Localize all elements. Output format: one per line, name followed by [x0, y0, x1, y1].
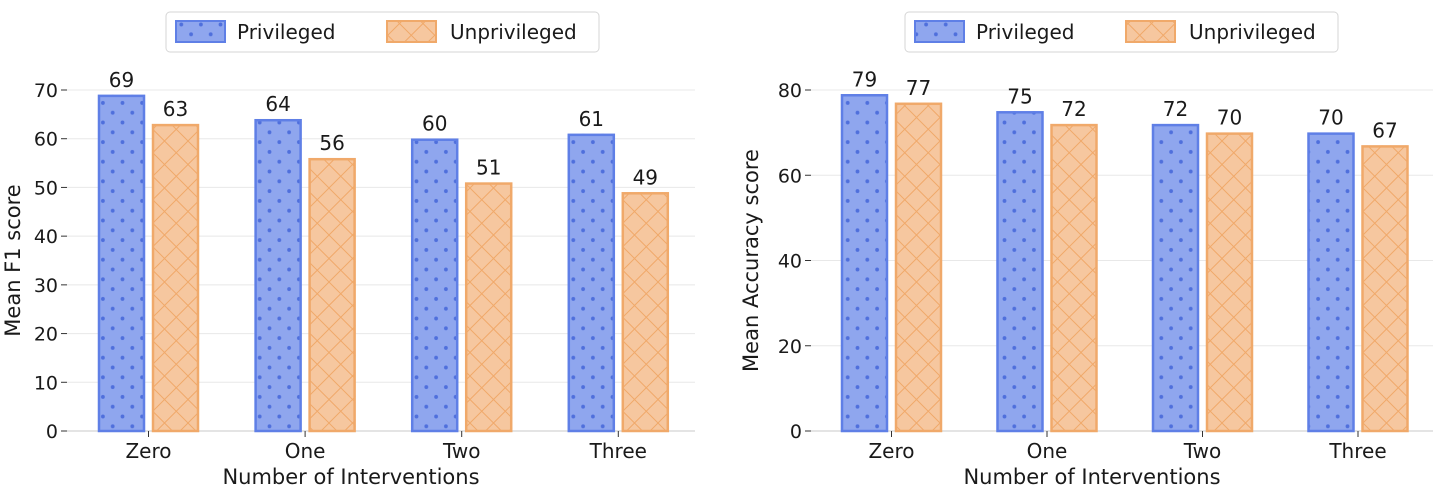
bar-outline — [894, 102, 943, 433]
bar-outline — [1361, 145, 1409, 433]
legend-frame — [165, 11, 600, 53]
x-tick-label: Three — [1328, 439, 1386, 463]
y-tick-label: 40 — [778, 251, 802, 273]
bar-outline — [464, 182, 513, 433]
y-tick-label: 0 — [46, 421, 58, 443]
legend: Privileged Unprivileged — [904, 11, 1339, 53]
x-tick-label: Two — [442, 439, 481, 463]
bar-pattern — [567, 133, 615, 432]
legend-swatch-pattern — [386, 20, 437, 43]
x-axis-label: Number of Interventions — [222, 465, 479, 489]
data-label: 77 — [906, 76, 931, 100]
bar-pattern — [841, 94, 888, 431]
legend: Privileged Unprivileged — [165, 11, 600, 53]
legend-label-privileged: Privileged — [976, 20, 1074, 44]
bar-pattern — [254, 119, 302, 431]
data-label: 72 — [1061, 97, 1086, 121]
bar-outline — [1151, 123, 1200, 433]
bar-pattern — [996, 111, 1044, 431]
data-label: 60 — [422, 112, 447, 136]
bar-outline — [308, 157, 356, 433]
bar-outline — [254, 118, 302, 433]
bar-outline — [1050, 123, 1098, 433]
bar-pattern — [1206, 132, 1253, 431]
y-tick-label: 20 — [34, 324, 58, 346]
y-axis-label: Mean Accuracy score — [739, 149, 763, 372]
y-tick-label: 20 — [778, 336, 802, 358]
bar-outline — [1307, 132, 1355, 433]
data-label: 75 — [1007, 84, 1032, 108]
data-label: 72 — [1163, 97, 1188, 121]
legend-swatch-pattern — [175, 20, 226, 43]
bar-pattern — [152, 124, 199, 431]
y-tick-label: 60 — [778, 165, 802, 187]
bar-outline — [151, 123, 200, 433]
chart-panel-2: 0 20 40 60 80 79 77 Zero 75 72 One 72 70 Two 70 67 Three… — [739, 11, 1433, 489]
y-tick-label: 10 — [34, 372, 58, 394]
legend-swatch-pattern — [1125, 20, 1176, 43]
data-label: 67 — [1372, 118, 1397, 142]
bar-pattern — [1361, 145, 1409, 431]
legend-label-privileged: Privileged — [237, 20, 335, 44]
bar-outline — [621, 192, 670, 433]
x-tick-label: One — [1027, 439, 1068, 463]
x-tick-label: Three — [589, 439, 647, 463]
y-tick-label: 70 — [34, 80, 58, 102]
data-label: 49 — [633, 165, 658, 189]
bar-pattern — [465, 182, 513, 431]
y-tick-label: 80 — [778, 80, 802, 102]
y-tick-label: 0 — [790, 421, 802, 443]
bar-pattern — [1152, 124, 1199, 431]
bar-pattern — [1050, 124, 1098, 431]
data-label: 64 — [265, 92, 290, 116]
x-tick-label: Zero — [125, 439, 171, 463]
x-tick-label: One — [285, 439, 326, 463]
legend-label-unprivileged: Unprivileged — [450, 20, 577, 44]
x-tick-label: Two — [1183, 439, 1222, 463]
data-label: 61 — [579, 107, 604, 131]
data-label: 70 — [1217, 106, 1242, 130]
bar-pattern — [1307, 132, 1355, 431]
data-label: 63 — [163, 97, 188, 121]
bar-outline — [410, 138, 459, 433]
bar-pattern — [308, 158, 356, 431]
y-tick-label: 40 — [34, 226, 58, 248]
legend-swatch-pattern — [914, 20, 965, 43]
bar-outline — [97, 94, 146, 433]
x-tick-label: Zero — [868, 439, 914, 463]
bar-outline — [840, 94, 889, 433]
data-label: 56 — [319, 131, 344, 155]
y-tick-label: 30 — [34, 275, 58, 297]
y-tick-label: 60 — [34, 129, 58, 151]
chart-panel-1: 0 10 20 30 40 50 60 70 69 63 Zero 64 56 One 60 51 Two 61 4… — [1, 11, 695, 489]
bar-outline — [567, 133, 616, 433]
bar-pattern — [895, 102, 942, 431]
y-axis-label: Mean F1 score — [1, 184, 25, 336]
data-label: 69 — [109, 68, 134, 92]
bar-pattern — [621, 192, 669, 431]
bar-outline — [1205, 132, 1254, 433]
y-tick-label: 50 — [34, 177, 58, 199]
bar-outline — [996, 111, 1044, 433]
x-axis-label: Number of Interventions — [963, 465, 1220, 489]
bar-pattern — [98, 94, 145, 431]
data-label: 51 — [476, 156, 501, 180]
legend-label-unprivileged: Unprivileged — [1189, 20, 1316, 44]
data-label: 79 — [852, 67, 877, 91]
legend-frame — [904, 11, 1339, 53]
data-label: 70 — [1318, 106, 1343, 130]
bar-pattern — [411, 138, 459, 431]
